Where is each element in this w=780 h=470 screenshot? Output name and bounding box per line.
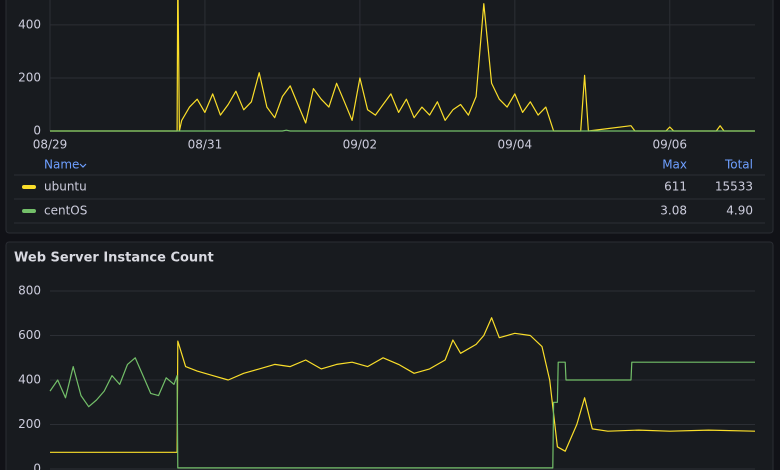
- y-tick-label: 400: [18, 373, 41, 387]
- sort-icon: [79, 163, 87, 168]
- y-tick-label: 0: [33, 462, 41, 470]
- chart: 0 200 400 600 800: [18, 284, 756, 470]
- legend-name: centOS: [44, 204, 87, 218]
- legend-name: ubuntu: [44, 180, 87, 194]
- legend-swatch: [22, 185, 36, 189]
- legend-max: 611: [664, 180, 687, 194]
- legend-header: Total: [724, 158, 753, 172]
- y-tick-label: 600: [18, 328, 41, 342]
- panel: [5, 0, 774, 234]
- panel: [5, 241, 774, 470]
- x-tick-label: 09/04: [498, 138, 533, 152]
- legend-total: 15533: [715, 180, 753, 194]
- legend-total: 4.90: [726, 204, 753, 218]
- series-line: [50, 129, 755, 132]
- legend-max: 3.08: [660, 204, 687, 218]
- y-tick-label: 200: [18, 70, 41, 84]
- legend-header: Name: [44, 158, 79, 172]
- series-line: [49, 357, 755, 469]
- series-line: [50, 0, 755, 132]
- y-tick-label: 400: [18, 17, 41, 31]
- panel-title: Web Server Instance Count: [14, 251, 214, 266]
- series-line: [50, 317, 756, 453]
- chart: 0 200 400 08/29 08/31 09/02 09/04 09/06 Name Max T…: [14, 0, 765, 224]
- x-tick-label: 09/02: [343, 138, 378, 152]
- x-tick-label: 08/31: [188, 138, 223, 152]
- legend-swatch: [22, 209, 36, 213]
- legend-header: Max: [662, 158, 687, 172]
- y-tick-label: 800: [18, 284, 41, 298]
- y-tick-label: 200: [18, 417, 41, 431]
- y-tick-label: 0: [33, 124, 41, 138]
- x-tick-label: 09/06: [652, 138, 687, 152]
- x-tick-label: 08/29: [33, 138, 68, 152]
